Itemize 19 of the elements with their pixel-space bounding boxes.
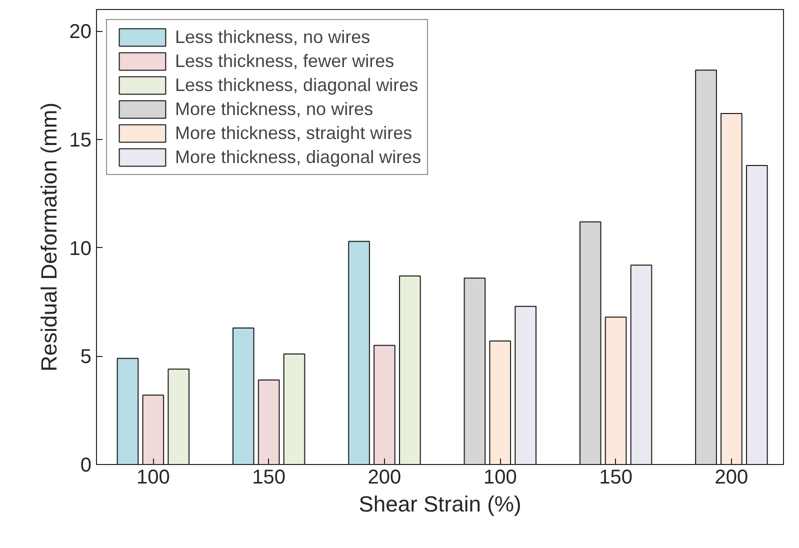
legend-label: Less thickness, fewer wires [175, 50, 394, 72]
y-tick-label: 0 [80, 454, 92, 476]
y-tick-label: 10 [69, 238, 92, 260]
x-axis-title: Shear Strain (%) [358, 492, 522, 516]
x-tick-label: 200 [368, 466, 402, 488]
y-tick-label: 20 [69, 21, 92, 44]
x-tick-label: 200 [714, 466, 748, 488]
y-tick-label: 15 [69, 130, 92, 152]
x-tick-label: 100 [483, 466, 517, 488]
legend-label: Less thickness, diagonal wires [175, 74, 418, 96]
y-tick-label: 5 [80, 346, 92, 368]
legend-label: More thickness, no wires [175, 98, 374, 120]
y-axis-title: Residual Deformation (mm) [36, 102, 62, 372]
legend-label: More thickness, diagonal wires [175, 146, 422, 168]
x-tick-label: 150 [599, 466, 632, 488]
legend-label: More thickness, straight wires [175, 122, 412, 144]
legend-label: Less thickness, no wires [175, 26, 370, 48]
x-tick-label: 100 [136, 466, 170, 488]
x-tick-label: 150 [252, 466, 286, 488]
